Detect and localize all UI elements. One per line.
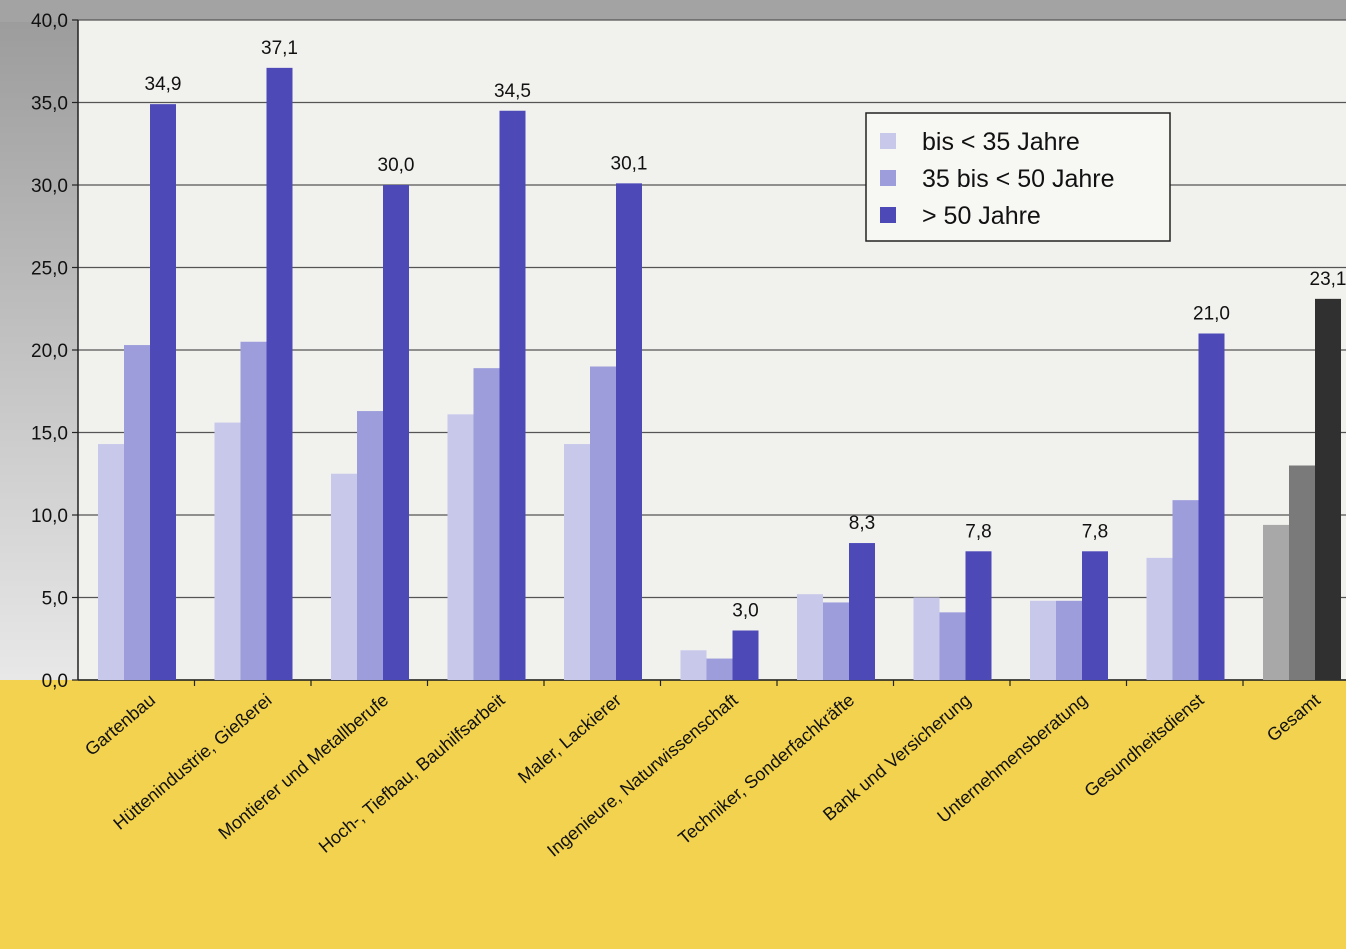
value-label: 23,1	[1310, 269, 1346, 290]
bar	[564, 444, 590, 680]
bar	[240, 341, 267, 680]
value-label: 7,8	[1082, 521, 1108, 542]
y-tick-label: 15,0	[31, 424, 68, 445]
y-tick-label: 30,0	[31, 176, 68, 197]
bar	[331, 473, 357, 680]
legend-label: bis < 35 Jahre	[922, 128, 1080, 156]
bar	[913, 597, 940, 680]
value-label: 34,9	[145, 74, 182, 95]
legend-box	[865, 112, 1171, 242]
value-label: 30,0	[378, 155, 415, 176]
bars	[98, 67, 1341, 681]
bar	[214, 422, 241, 680]
value-label: 30,1	[611, 153, 648, 174]
y-tick-label: 40,0	[31, 11, 68, 32]
bar	[1056, 600, 1082, 680]
bar	[1315, 298, 1341, 680]
value-label: 21,0	[1193, 304, 1230, 325]
bar	[616, 183, 642, 680]
bar	[706, 658, 733, 680]
value-label: 34,5	[494, 81, 531, 102]
bar	[1082, 551, 1108, 680]
y-tick-label: 25,0	[31, 259, 68, 280]
bar	[1263, 524, 1289, 680]
bar	[732, 630, 759, 680]
bar	[939, 612, 966, 680]
top-margin-background	[0, 0, 1346, 22]
bar	[849, 543, 875, 680]
y-tick-label: 5,0	[42, 589, 68, 610]
bar	[965, 551, 992, 680]
bar	[266, 67, 293, 681]
value-label: 3,0	[732, 601, 758, 622]
bar	[383, 185, 409, 680]
bottom-band	[0, 680, 1346, 949]
bar	[1172, 500, 1199, 680]
bar	[590, 366, 616, 680]
left-margin-background	[0, 0, 80, 680]
value-label: 8,3	[849, 513, 875, 534]
bar	[357, 411, 383, 680]
bar	[680, 650, 707, 680]
value-label: 37,1	[261, 38, 298, 59]
y-tick-label: 20,0	[31, 341, 68, 362]
legend-label: > 50 Jahre	[922, 202, 1041, 230]
bar	[473, 368, 500, 680]
bar	[499, 110, 526, 680]
legend: bis < 35 Jahre 35 bis < 50 Jahre > 50 Jahr…	[865, 112, 1171, 242]
legend-swatch	[880, 133, 896, 149]
bar	[124, 345, 150, 680]
bar	[797, 594, 823, 680]
y-tick-label: 0,0	[42, 671, 68, 692]
bar	[447, 414, 474, 680]
legend-label: 35 bis < 50 Jahre	[922, 165, 1115, 193]
bar	[823, 602, 849, 680]
bar	[150, 104, 176, 680]
y-tick-label: 35,0	[31, 94, 68, 115]
legend-swatch	[880, 207, 896, 223]
bar	[1030, 600, 1056, 680]
bar	[1198, 333, 1225, 680]
legend-swatch	[880, 170, 896, 186]
value-label: 7,8	[965, 521, 991, 542]
y-tick-label: 10,0	[31, 506, 68, 527]
bar	[98, 444, 124, 680]
bar	[1289, 465, 1315, 680]
bar	[1146, 557, 1173, 680]
